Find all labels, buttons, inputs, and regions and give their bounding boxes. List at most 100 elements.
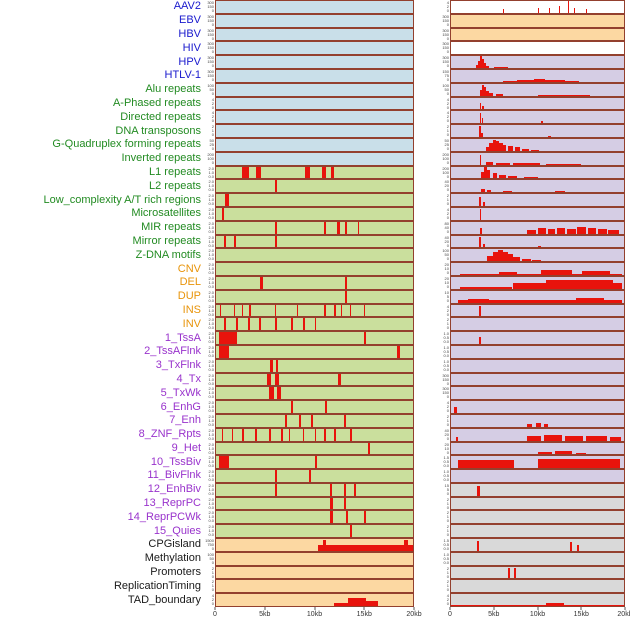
column-gap — [414, 331, 436, 345]
data-bar — [304, 166, 310, 179]
y-tick-label: 2 — [446, 510, 449, 516]
y-tick-label: 2 — [211, 124, 214, 130]
column-gap — [414, 414, 436, 428]
track-row: 3_TxFlnk 2.0 1.0 0.0 1.0 0.5 0.0 — [0, 358, 630, 373]
y-tick-label: 0 — [446, 118, 449, 124]
track-panel — [215, 441, 414, 456]
data-bar — [233, 235, 236, 248]
y-tick-label: 0.5 — [443, 459, 449, 465]
y-tick-label: 0 — [446, 311, 449, 317]
track-row: CNV 2.0 1.0 0.0 20 10 0 — [0, 262, 630, 276]
track-panel — [450, 96, 625, 111]
data-bar — [508, 254, 514, 262]
column-gap — [414, 359, 436, 373]
data-bar — [598, 229, 607, 234]
y-tick-label: 20 — [444, 262, 449, 268]
y-tick-label: 1 — [211, 128, 214, 134]
y-tick-label: 4 — [446, 206, 449, 212]
data-bar — [241, 428, 244, 441]
x-tick-label: 5kb — [259, 611, 271, 619]
track-panel — [215, 82, 414, 97]
data-bar — [314, 318, 317, 331]
track-label: 4_Tx — [176, 372, 201, 385]
data-bar — [223, 318, 226, 331]
y-axis-ticks: 2.0 1.0 0.0 — [204, 510, 215, 524]
x-tick-label: 10kb — [529, 611, 546, 619]
y-axis-ticks: 2.0 1.0 0.0 — [204, 414, 215, 428]
track-panel — [215, 13, 414, 28]
track-label: 6_EnhG — [160, 400, 201, 413]
data-bar — [235, 318, 239, 331]
track-label: 5_TxWk — [160, 386, 201, 399]
track-panel — [215, 55, 414, 69]
y-axis-ticks: 200 100 0 — [204, 152, 215, 166]
track-panel — [450, 510, 625, 525]
track-panel — [450, 372, 625, 387]
data-bar — [487, 190, 491, 193]
data-bar — [349, 428, 352, 441]
track-panel — [215, 469, 414, 483]
track-panel — [450, 262, 625, 276]
y-tick-label: 150 — [442, 17, 449, 23]
data-bar — [275, 180, 278, 193]
data-bar — [540, 270, 573, 275]
y-tick-label: 1.0 — [443, 344, 449, 350]
track-panel — [450, 579, 625, 594]
y-tick-label: 40 — [444, 427, 449, 433]
data-bar — [547, 229, 555, 234]
y-tick-label: 100 — [442, 169, 449, 175]
data-bar — [587, 228, 597, 234]
data-bar — [495, 94, 503, 96]
y-tick-label: 1.0 — [208, 210, 214, 216]
y-tick-label: 2 — [211, 100, 214, 106]
data-bar — [530, 149, 540, 151]
y-tick-label: 10 — [444, 266, 449, 272]
data-bar — [481, 117, 484, 124]
data-bar — [476, 65, 478, 68]
data-bar — [322, 166, 326, 179]
track-panel — [215, 482, 414, 497]
column-gap — [414, 28, 436, 42]
y-tick-label: 2.0 — [208, 441, 214, 447]
y-tick-label: 0 — [211, 159, 214, 165]
column-gap — [414, 152, 436, 166]
y-tick-label: 1.0 — [208, 486, 214, 492]
data-bar — [218, 456, 229, 469]
y-tick-label: 150 — [207, 4, 214, 9]
track-panel — [450, 551, 625, 566]
data-bar — [481, 84, 484, 96]
y-tick-label: 2.0 — [208, 358, 214, 364]
y-tick-label: 150 — [442, 45, 449, 51]
data-bar — [567, 1, 569, 13]
y-tick-label: 2.0 — [208, 179, 214, 185]
y-tick-label: 0 — [446, 408, 449, 414]
data-bar — [479, 209, 482, 220]
tracks: AAV2 300 150 0 4 2 0 EBV 300 150 0 300 150 0 HBV 300 150… — [0, 0, 630, 608]
track-row: Microsatellites 2.0 1.0 0.0 4 2 0 — [0, 206, 630, 221]
data-bar — [499, 143, 503, 151]
data-bar — [347, 597, 366, 607]
y-tick-label: 100 — [442, 82, 449, 88]
data-bar — [270, 359, 274, 372]
track-panel — [450, 344, 625, 359]
data-bar — [365, 601, 378, 607]
y-tick-label: 0.0 — [208, 187, 214, 193]
y-tick-label: 0.0 — [208, 504, 214, 510]
y-tick-label: 0 — [446, 214, 449, 220]
data-bar — [514, 568, 516, 579]
y-tick-label: 20 — [444, 441, 449, 447]
y-tick-label: 0 — [211, 587, 214, 593]
y-axis-ticks: 1.5 0.5 0.0 — [436, 455, 450, 469]
y-tick-label: 0 — [211, 104, 214, 110]
y-tick-label: 1.0 — [208, 169, 214, 175]
data-bar — [344, 497, 347, 510]
data-bar — [485, 161, 493, 165]
y-tick-label: 0.0 — [208, 352, 214, 358]
y-axis-ticks: 2.0 1.0 0.0 — [204, 524, 215, 538]
y-tick-label: 2.0 — [208, 482, 214, 488]
y-tick-label: 0.0 — [208, 490, 214, 496]
column-gap — [414, 538, 436, 552]
y-tick-label: 2.0 — [208, 234, 214, 240]
y-tick-label: 0 — [211, 546, 214, 552]
